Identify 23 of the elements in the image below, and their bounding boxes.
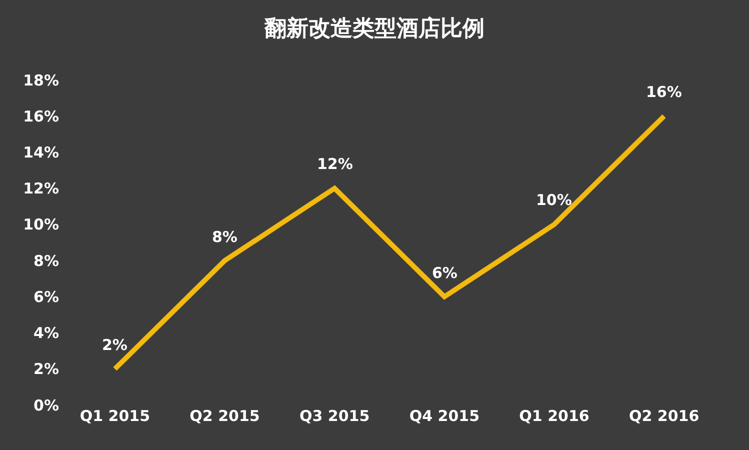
x-tick-label: Q2 2015 [190,407,260,425]
y-tick-label: 10% [23,216,59,234]
y-tick-label: 0% [34,396,59,414]
y-tick-label: 16% [23,107,59,126]
x-tick-label: Q4 2015 [409,407,480,425]
y-tick-label: 12% [23,180,59,198]
y-tick-label: 6% [34,288,59,306]
data-label: 6% [432,264,458,282]
data-label: 2% [102,336,128,354]
data-label: 10% [536,191,572,209]
x-tick-label: Q1 2015 [80,407,150,425]
data-label: 12% [317,155,353,173]
y-tick-label: 2% [34,360,59,378]
chart-title: 翻新改造类型酒店比例 [264,16,484,42]
y-tick-label: 14% [23,143,59,162]
y-tick-label: 18% [23,71,59,90]
x-tick-label: Q2 2016 [628,407,700,425]
x-tick-label: Q1 2016 [519,407,590,425]
y-tick-label: 8% [34,252,59,270]
data-label: 16% [646,83,682,101]
y-tick-label: 4% [34,324,59,342]
data-label: 8% [212,228,238,246]
x-tick-label: Q3 2015 [299,407,370,425]
